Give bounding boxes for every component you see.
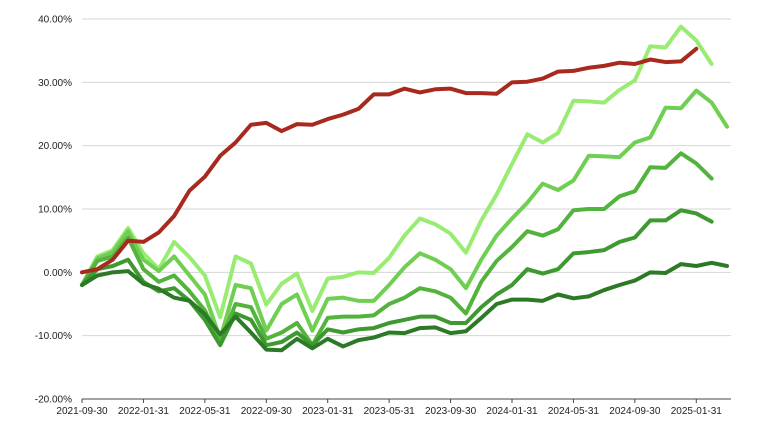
series-line-6 — [80, 260, 729, 353]
y-tick-label: 10.00% — [38, 205, 72, 216]
x-axis-tick-labels: 2021-09-30 2022-01-31 2022-05-31 2022-09-30… — [56, 399, 722, 417]
y-tick-label: -20.00% — [35, 395, 72, 406]
x-tick-label: 2024-05-31 — [548, 406, 600, 417]
x-tick-label: 2022-09-30 — [241, 406, 293, 417]
x-tick-label: 2024-01-31 — [486, 406, 538, 417]
x-tick-label: 2023-09-30 — [425, 406, 477, 417]
series-lines — [80, 24, 729, 353]
x-tick-label: 2021-09-30 — [56, 406, 108, 417]
series-line-2 — [80, 24, 714, 320]
x-tick-label: 2022-05-31 — [179, 406, 231, 417]
x-tick-label: 2022-01-31 — [118, 406, 170, 417]
y-tick-label: -10.00% — [35, 331, 72, 342]
x-tick-label: 2025-01-31 — [671, 406, 723, 417]
series-line-1 — [80, 46, 699, 275]
y-axis-tick-labels: -20.00% -10.00% 0.00% 10.00% 20.00% 30.00% 40.… — [35, 15, 72, 406]
series-line-3 — [80, 88, 729, 341]
gridlines — [82, 18, 731, 400]
x-tick-label: 2023-05-31 — [364, 406, 416, 417]
y-tick-label: 0.00% — [44, 268, 72, 279]
series-line-4 — [80, 151, 714, 348]
x-tick-label: 2023-01-31 — [302, 406, 354, 417]
y-tick-label: 30.00% — [38, 78, 72, 89]
x-tick-label: 2024-09-30 — [609, 406, 661, 417]
y-tick-label: 40.00% — [38, 15, 72, 26]
y-tick-label: 20.00% — [38, 141, 72, 152]
